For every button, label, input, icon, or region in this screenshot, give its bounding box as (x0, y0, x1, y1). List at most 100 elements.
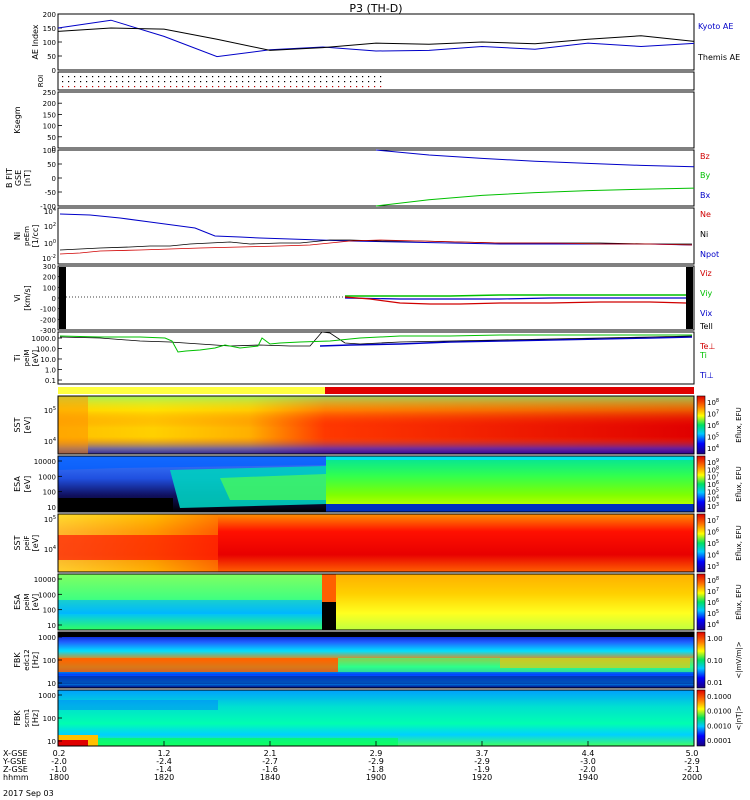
roi-dot (380, 81, 382, 83)
roi-dot (380, 76, 382, 78)
series-tell (59, 331, 693, 347)
fbk-e-ylabel-3: [Hz] (31, 652, 40, 668)
roi-dot (296, 76, 298, 78)
esa-i-ylabel-1: ESA (13, 594, 22, 610)
roi-dot (266, 81, 268, 83)
esa-e-cbar-label-6: 103 (707, 502, 719, 511)
roi-dot (290, 86, 292, 88)
xaxis-row-label-1: Y-GSE (2, 757, 26, 766)
fbk-b-cbar-label-1: 0.0100 (707, 708, 732, 716)
plot-title: P3 (TH-D) (349, 2, 402, 15)
roi-dot (62, 81, 64, 83)
series-npot (59, 213, 693, 246)
ksegm-ticks-label-3: 100 (43, 123, 56, 131)
vi-ylabel-2: [km/s] (23, 285, 32, 311)
ni-ylabel-2: peEm (23, 226, 31, 246)
fbk-e-ylabel-2: edc12 (23, 649, 31, 671)
legend-ti: Ti (699, 351, 707, 360)
roi-dot (152, 76, 154, 78)
roi-dot (296, 81, 298, 83)
roi-dot (302, 76, 304, 78)
roi-dot (350, 76, 352, 78)
panel-fbk-b: 1000 100 10 FBK scm1 [Hz] (13, 689, 695, 747)
legend-bz: Bz (700, 152, 710, 161)
esa-i-ticks-label-1: 1000 (38, 591, 56, 599)
sst-i-cbar-label-3: 104 (707, 551, 719, 560)
panel-esa-e: 10000 1000 100 10 ESA [eV] (13, 455, 695, 513)
bfit-ylabel-1: B FIT (5, 168, 14, 188)
ti-ylabel-1: Ti (13, 355, 22, 363)
roi-dot (164, 81, 166, 83)
roi-dot (86, 86, 88, 88)
roi-dot (320, 81, 322, 83)
roi-dot (278, 76, 280, 78)
esa-e-cbar-label-4: 105 (707, 487, 719, 496)
legend-vix: Vix (700, 309, 713, 318)
legend-viy: Viy (700, 289, 713, 298)
roi-dot (68, 86, 70, 88)
roi-dot (122, 86, 124, 88)
roi-dot (374, 76, 376, 78)
ae-ticks-label-1: 150 (43, 25, 56, 33)
roi-dot (218, 76, 220, 78)
fbk-b-ticks-label-1: 100 (43, 715, 56, 723)
legend-bx: Bx (700, 191, 710, 200)
xaxis-tick-5-row-2: -2.0 (580, 765, 596, 774)
roi-dot (236, 81, 238, 83)
series-bx (375, 149, 695, 168)
sst-e-ylabel-2: [eV] (23, 417, 32, 434)
roi-dot (146, 76, 148, 78)
roi-dot (356, 81, 358, 83)
roi-dot (176, 86, 178, 88)
ksegm-ticks-label-1: 200 (43, 100, 56, 108)
ti-tick-2: 10.0 (40, 356, 56, 364)
roi-dot (194, 86, 196, 88)
legend-te-perp: Te⊥ (699, 342, 715, 351)
sst-e-cbar-label-3: 105 (707, 433, 719, 442)
roi-dot (320, 76, 322, 78)
roi-dot (236, 86, 238, 88)
fbk-b-colorbar (696, 689, 706, 747)
roi-dot (110, 76, 112, 78)
ae-ticks-label-4: 0 (52, 67, 56, 75)
legend-ti-perp: Ti⊥ (699, 371, 714, 380)
xaxis-tick-1-row-3: 1820 (154, 773, 174, 782)
roi-dot (248, 76, 250, 78)
roi-dot (332, 76, 334, 78)
roi-dot (134, 86, 136, 88)
bfit-ylabel-3: [nT] (23, 170, 32, 186)
roi-dot (338, 81, 340, 83)
esa-i-cbar-label-3: 105 (707, 609, 719, 618)
xaxis-tick-0-row-3: 1800 (49, 773, 69, 782)
esa-i-cbar-label-1: 107 (707, 587, 719, 596)
ksegm-ticks-label-0: 250 (43, 89, 56, 97)
roi-dot (302, 86, 304, 88)
fbk-e-ticks-label-2: 10 (47, 680, 56, 688)
esa-e-ticks-label-1: 1000 (38, 473, 56, 481)
esa-e-ylabel-2: [eV] (23, 476, 32, 493)
roi-dot (332, 86, 334, 88)
fbk-b-cbar-label-3: 0.0001 (707, 737, 732, 745)
roi-dot (146, 81, 148, 83)
esa-e-ticks-label-3: 10 (47, 504, 56, 512)
roi-dot (362, 76, 364, 78)
roi-dot (242, 76, 244, 78)
roi-dot (182, 76, 184, 78)
bfit-ticks-label-2: 0 (52, 175, 56, 183)
xaxis-tick-2-row-1: -2.7 (262, 757, 278, 766)
roi-dot (188, 81, 190, 83)
roi-dot (368, 76, 370, 78)
ni-ylabel-3: [1/cc] (31, 225, 40, 248)
date-label: 2017 Sep 03 (3, 789, 54, 798)
ti-tick-0: 1000.0 (32, 335, 57, 343)
roi-dot (98, 81, 100, 83)
vi-ticks-label-0: 300 (43, 263, 56, 271)
ae-ylabel: AE Index (31, 24, 40, 59)
legend-npot: Npot (700, 250, 719, 259)
panel-ni: 104 102 100 10-2 Ni peEm [1/cc] Ne Ni Np… (13, 207, 719, 265)
fbk-e-cbar-label-2: 0.01 (707, 679, 723, 687)
roi-dot (68, 81, 70, 83)
xaxis-tick-2-row-3: 1840 (260, 773, 280, 782)
roi-dot (212, 81, 214, 83)
